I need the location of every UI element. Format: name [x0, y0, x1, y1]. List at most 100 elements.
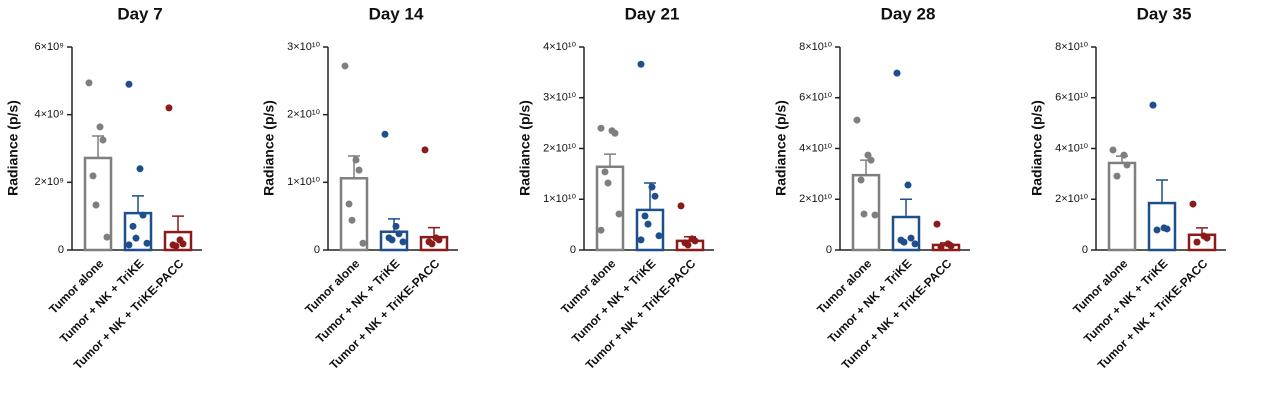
data-point: [1149, 101, 1157, 109]
data-point: [388, 236, 396, 244]
y-tick-label: 2×10¹⁰: [287, 109, 320, 121]
y-tick-label: 2×10⁹: [35, 176, 65, 188]
data-point: [1120, 151, 1128, 159]
data-point: [904, 181, 912, 189]
y-tick-label: 1×10¹⁰: [287, 176, 320, 188]
data-point: [395, 230, 403, 238]
panel-title: Day 35: [1137, 4, 1192, 23]
y-tick-label: 3×10¹⁰: [287, 41, 320, 53]
data-point: [604, 179, 612, 187]
data-point: [125, 241, 133, 249]
data-point: [428, 240, 436, 248]
data-point: [911, 240, 919, 248]
data-point: [857, 176, 865, 184]
data-point: [1123, 161, 1131, 169]
data-point: [1153, 226, 1161, 234]
data-point: [136, 165, 144, 173]
data-point: [933, 220, 941, 228]
panel: Day 21 Radiance (p/s) 0 1×10¹⁰ 2×10¹⁰ 3×10¹⁰ 4…: [517, 4, 714, 372]
data-point: [125, 80, 133, 88]
y-axis-label: Radiance (p/s): [773, 100, 789, 196]
data-point: [937, 243, 945, 251]
data-point: [641, 212, 649, 220]
data-point: [435, 236, 443, 244]
data-point: [853, 116, 861, 124]
data-point: [648, 183, 656, 191]
y-tick-label: 4×10⁹: [35, 109, 65, 121]
data-point: [139, 211, 147, 219]
bar: [595, 165, 625, 252]
data-point: [1203, 234, 1211, 242]
error-bar: [1156, 179, 1168, 204]
y-tick-label: 1×10¹⁰: [543, 193, 576, 205]
data-point: [341, 62, 349, 70]
data-point: [1193, 238, 1201, 246]
data-point: [352, 156, 360, 164]
data-point: [355, 166, 363, 174]
y-tick-label: 6×10¹⁰: [1055, 92, 1088, 104]
data-point: [611, 129, 619, 137]
bar: [1107, 161, 1137, 252]
y-tick-label: 0: [58, 244, 64, 256]
data-point: [597, 124, 605, 132]
data-point: [1163, 225, 1171, 233]
data-point: [597, 226, 605, 234]
y-tick-label: 8×10¹⁰: [799, 41, 832, 53]
panel-title: Day 14: [369, 4, 424, 23]
data-point: [92, 201, 100, 209]
data-point: [691, 237, 699, 245]
data-point: [1189, 200, 1197, 208]
data-point: [132, 234, 140, 242]
data-point: [651, 192, 659, 200]
y-axis-label: Radiance (p/s): [1029, 100, 1045, 196]
y-tick-label: 6×10⁹: [35, 41, 65, 53]
y-tick-label: 0: [314, 244, 320, 256]
error-bar: [900, 198, 912, 218]
data-point: [348, 216, 356, 224]
y-tick-label: 4×10¹⁰: [799, 142, 832, 154]
y-axis-label: Radiance (p/s): [5, 100, 21, 196]
y-axis-label: Radiance (p/s): [517, 100, 533, 196]
y-tick-label: 0: [570, 244, 576, 256]
panel-title: Day 28: [881, 4, 936, 23]
data-point: [1113, 172, 1121, 180]
data-point: [359, 239, 367, 247]
error-bar: [604, 153, 616, 167]
data-point: [421, 146, 429, 154]
data-point: [129, 222, 137, 230]
data-point: [345, 200, 353, 208]
y-tick-label: 2×10¹⁰: [543, 142, 576, 154]
y-tick-label: 2×10¹⁰: [1055, 193, 1088, 205]
y-tick-label: 0: [1082, 244, 1088, 256]
data-point: [907, 234, 915, 242]
panel: Day 35 Radiance (p/s) 0 2×10¹⁰ 4×10¹⁰ 6×10¹⁰ 8…: [1029, 4, 1226, 372]
data-point: [947, 242, 955, 250]
data-point: [601, 168, 609, 176]
panel-title: Day 21: [625, 4, 680, 23]
bar: [635, 208, 665, 252]
data-point: [143, 239, 151, 247]
y-tick-label: 8×10¹⁰: [1055, 41, 1088, 53]
data-point: [392, 222, 400, 230]
data-point: [615, 210, 623, 218]
y-tick-label: 4×10¹⁰: [543, 41, 576, 53]
data-point: [103, 233, 111, 241]
data-point: [179, 240, 187, 248]
y-tick-label: 3×10¹⁰: [543, 92, 576, 104]
data-point: [637, 236, 645, 244]
error-bar: [132, 195, 144, 214]
data-point: [677, 202, 685, 210]
y-tick-label: 4×10¹⁰: [1055, 142, 1088, 154]
data-point: [864, 151, 872, 159]
y-tick-label: 6×10¹⁰: [799, 92, 832, 104]
data-point: [99, 136, 107, 144]
data-point: [893, 69, 901, 77]
data-point: [165, 104, 173, 112]
data-point: [900, 238, 908, 246]
data-point: [1109, 146, 1117, 154]
data-point: [381, 130, 389, 138]
y-axis-label: Radiance (p/s): [261, 100, 277, 196]
data-point: [684, 241, 692, 249]
